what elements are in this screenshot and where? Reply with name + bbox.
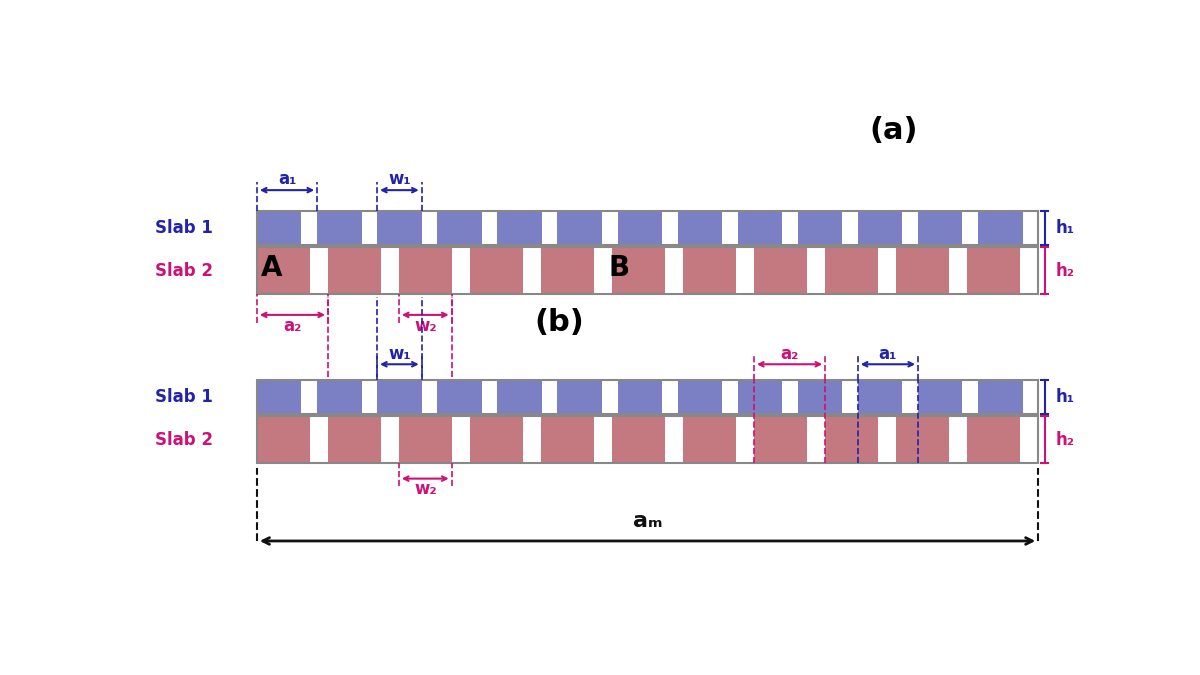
Text: w₂: w₂ <box>414 317 437 335</box>
Bar <box>558 380 602 414</box>
Text: w₁: w₁ <box>388 345 410 363</box>
Bar <box>257 416 1038 463</box>
Text: w₂: w₂ <box>414 480 437 498</box>
Bar <box>896 247 949 294</box>
Bar <box>826 247 877 294</box>
Text: h₁: h₁ <box>1056 219 1075 237</box>
Bar <box>678 380 722 414</box>
Text: w₁: w₁ <box>388 169 410 188</box>
Bar <box>896 416 949 463</box>
Text: aₘ: aₘ <box>632 510 662 531</box>
Bar <box>257 211 1038 245</box>
Bar <box>377 211 421 245</box>
Text: h₂: h₂ <box>1056 431 1075 449</box>
Text: (a): (a) <box>870 116 918 145</box>
Bar <box>918 380 962 414</box>
Bar <box>317 211 361 245</box>
Text: (b): (b) <box>534 308 584 338</box>
Bar <box>978 211 1022 245</box>
Text: a₁: a₁ <box>878 345 898 363</box>
Bar <box>257 247 310 294</box>
Bar <box>257 416 310 463</box>
Text: h₁: h₁ <box>1056 387 1075 406</box>
Text: A: A <box>260 254 282 282</box>
Bar <box>541 247 594 294</box>
Bar <box>328 416 380 463</box>
Bar <box>257 247 1038 294</box>
Bar <box>377 380 421 414</box>
Bar <box>257 211 301 245</box>
Bar <box>497 380 541 414</box>
Bar <box>826 416 877 463</box>
Bar <box>858 380 902 414</box>
Text: Slab 1: Slab 1 <box>155 387 212 406</box>
Bar <box>257 380 301 414</box>
Bar <box>497 211 541 245</box>
Bar <box>738 211 782 245</box>
Bar <box>612 416 665 463</box>
Bar <box>918 211 962 245</box>
Bar <box>257 380 1038 414</box>
Bar <box>257 416 1038 463</box>
Bar <box>437 211 481 245</box>
Bar <box>683 416 736 463</box>
Bar <box>978 380 1022 414</box>
Bar <box>257 247 1038 294</box>
Bar <box>257 380 1038 414</box>
Bar <box>470 247 522 294</box>
Bar <box>398 416 451 463</box>
Bar <box>612 247 665 294</box>
Text: a₂: a₂ <box>780 345 799 363</box>
Bar <box>754 416 806 463</box>
Bar <box>437 380 481 414</box>
Bar <box>738 380 782 414</box>
Bar <box>967 247 1020 294</box>
Bar <box>558 211 602 245</box>
Bar <box>618 380 662 414</box>
Bar <box>678 211 722 245</box>
Text: B: B <box>608 254 630 282</box>
Bar <box>683 247 736 294</box>
Bar <box>470 416 522 463</box>
Bar <box>257 211 1038 245</box>
Text: a₁: a₁ <box>278 169 296 188</box>
Bar <box>317 380 361 414</box>
Bar <box>754 247 806 294</box>
Bar <box>798 380 842 414</box>
Bar <box>541 416 594 463</box>
Bar <box>328 247 380 294</box>
Bar <box>858 211 902 245</box>
Bar <box>967 416 1020 463</box>
Bar <box>618 211 662 245</box>
Text: Slab 2: Slab 2 <box>155 431 212 449</box>
Text: Slab 2: Slab 2 <box>155 262 212 279</box>
Text: h₂: h₂ <box>1056 262 1075 279</box>
Text: Slab 1: Slab 1 <box>155 219 212 237</box>
Bar <box>798 211 842 245</box>
Bar <box>398 247 451 294</box>
Text: a₂: a₂ <box>283 317 301 335</box>
